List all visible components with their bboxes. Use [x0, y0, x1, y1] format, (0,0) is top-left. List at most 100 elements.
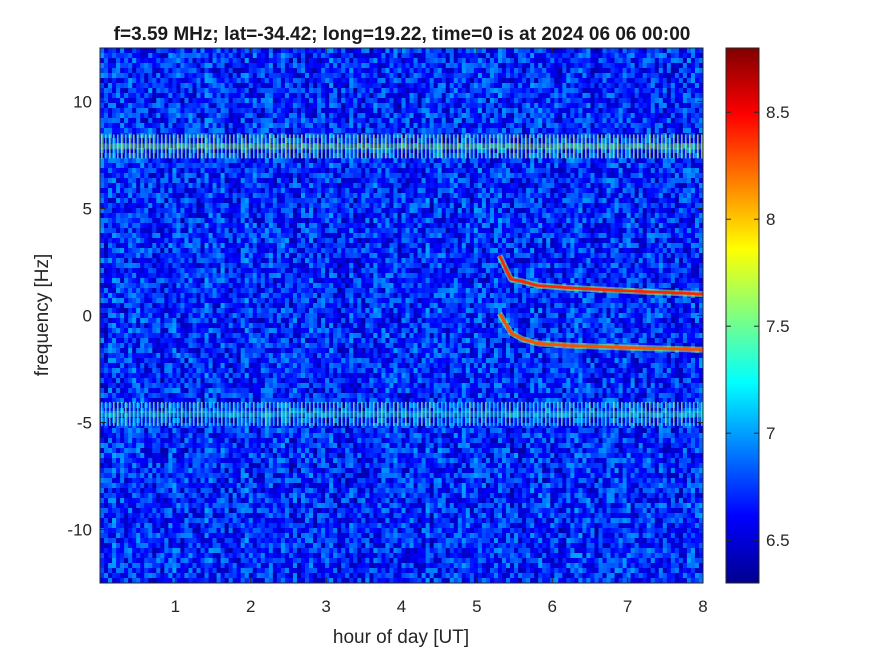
heatmap-cell: [248, 118, 254, 124]
heatmap-cell: [236, 108, 242, 114]
heatmap-cell: [542, 113, 547, 119]
heatmap-cell: [658, 58, 664, 64]
heatmap-cell: [288, 193, 294, 199]
heatmap-cell: [172, 163, 177, 169]
heatmap-cell: [236, 78, 242, 84]
heatmap-cell: [558, 143, 563, 149]
heatmap-cell: [562, 193, 567, 199]
heatmap-cell: [650, 163, 656, 169]
heatmap-cell: [116, 48, 121, 54]
heatmap-cell: [662, 78, 668, 84]
heatmap-cell: [409, 48, 414, 54]
heatmap-cell: [284, 173, 290, 179]
heatmap-cell: [100, 108, 105, 114]
heatmap-cell: [634, 108, 640, 114]
heatmap-cell: [136, 128, 141, 134]
heatmap-cell: [469, 63, 475, 69]
heatmap-cell: [417, 88, 422, 94]
heatmap-cell: [514, 208, 519, 214]
heatmap-cell: [361, 133, 366, 139]
heatmap-cell: [642, 88, 648, 94]
heatmap-cell: [682, 168, 688, 174]
heatmap-cell: [369, 168, 374, 174]
heatmap-cell: [325, 173, 330, 179]
heatmap-cell: [357, 133, 362, 139]
heatmap-cell: [212, 118, 217, 124]
heatmap-cell: [256, 123, 262, 129]
heatmap-cell: [614, 183, 619, 189]
heatmap-cell: [497, 163, 503, 169]
heatmap-cell: [598, 118, 603, 124]
heatmap-cell: [292, 128, 298, 134]
heatmap-cell: [345, 78, 350, 84]
heatmap-cell: [196, 163, 201, 169]
heatmap-cell: [365, 138, 370, 144]
heatmap-cell: [401, 198, 406, 204]
heatmap-cell: [429, 48, 435, 54]
heatmap-cell: [526, 158, 531, 164]
heatmap-cell: [228, 168, 234, 174]
heatmap-cell: [642, 183, 648, 189]
heatmap-cell: [136, 108, 141, 114]
heatmap-cell: [626, 143, 632, 149]
heatmap-cell: [284, 148, 290, 154]
heatmap-cell: [124, 123, 129, 129]
heatmap-cell: [469, 93, 475, 99]
heatmap-cell: [264, 198, 270, 204]
heatmap-cell: [128, 188, 133, 194]
heatmap-cell: [449, 98, 455, 104]
heatmap-cell: [132, 158, 137, 164]
heatmap-cell: [526, 118, 531, 124]
heatmap-cell: [638, 88, 644, 94]
heatmap-cell: [188, 183, 193, 189]
heatmap-cell: [522, 103, 527, 109]
heatmap-cell: [144, 118, 149, 124]
heatmap-cell: [694, 203, 700, 209]
heatmap-cell: [120, 88, 125, 94]
heatmap-cell: [373, 78, 378, 84]
heatmap-cell: [409, 108, 414, 114]
heatmap-cell: [554, 133, 559, 139]
heatmap-cell: [590, 113, 595, 119]
heatmap-cell: [514, 103, 519, 109]
heatmap-cell: [582, 113, 587, 119]
heatmap-cell: [578, 203, 583, 209]
heatmap-cell: [477, 168, 483, 174]
heatmap-cell: [353, 113, 358, 119]
heatmap-cell: [481, 163, 487, 169]
heatmap-cell: [353, 163, 358, 169]
heatmap-cell: [317, 118, 322, 124]
heatmap-cell: [518, 103, 523, 109]
heatmap-cell: [506, 123, 511, 129]
heatmap-cell: [433, 58, 439, 64]
heatmap-cell: [377, 138, 382, 144]
heatmap-cell: [646, 118, 652, 124]
heatmap-cell: [602, 183, 607, 189]
heatmap-cell: [698, 118, 703, 124]
heatmap-cell: [184, 83, 189, 89]
heatmap-cell: [244, 138, 250, 144]
heatmap-cell: [325, 163, 330, 169]
heatmap-cell: [558, 58, 563, 64]
heatmap-cell: [188, 163, 193, 169]
heatmap-cell: [682, 193, 688, 199]
heatmap-cell: [522, 78, 527, 84]
heatmap-cell: [156, 98, 161, 104]
heatmap-cell: [216, 68, 221, 74]
heatmap-cell: [522, 98, 527, 104]
heatmap-cell: [638, 178, 644, 184]
heatmap-cell: [325, 158, 330, 164]
heatmap-cell: [365, 118, 370, 124]
heatmap-cell: [192, 118, 197, 124]
heatmap-cell: [457, 103, 463, 109]
heatmap-cell: [497, 128, 503, 134]
heatmap-cell: [108, 118, 113, 124]
heatmap-cell: [192, 78, 197, 84]
heatmap-cell: [401, 58, 406, 64]
heatmap-cell: [630, 173, 636, 179]
heatmap-cell: [172, 68, 177, 74]
heatmap-cell: [445, 98, 451, 104]
heatmap-cell: [116, 73, 121, 79]
heatmap-cell: [321, 123, 326, 129]
heatmap-cell: [598, 208, 603, 214]
